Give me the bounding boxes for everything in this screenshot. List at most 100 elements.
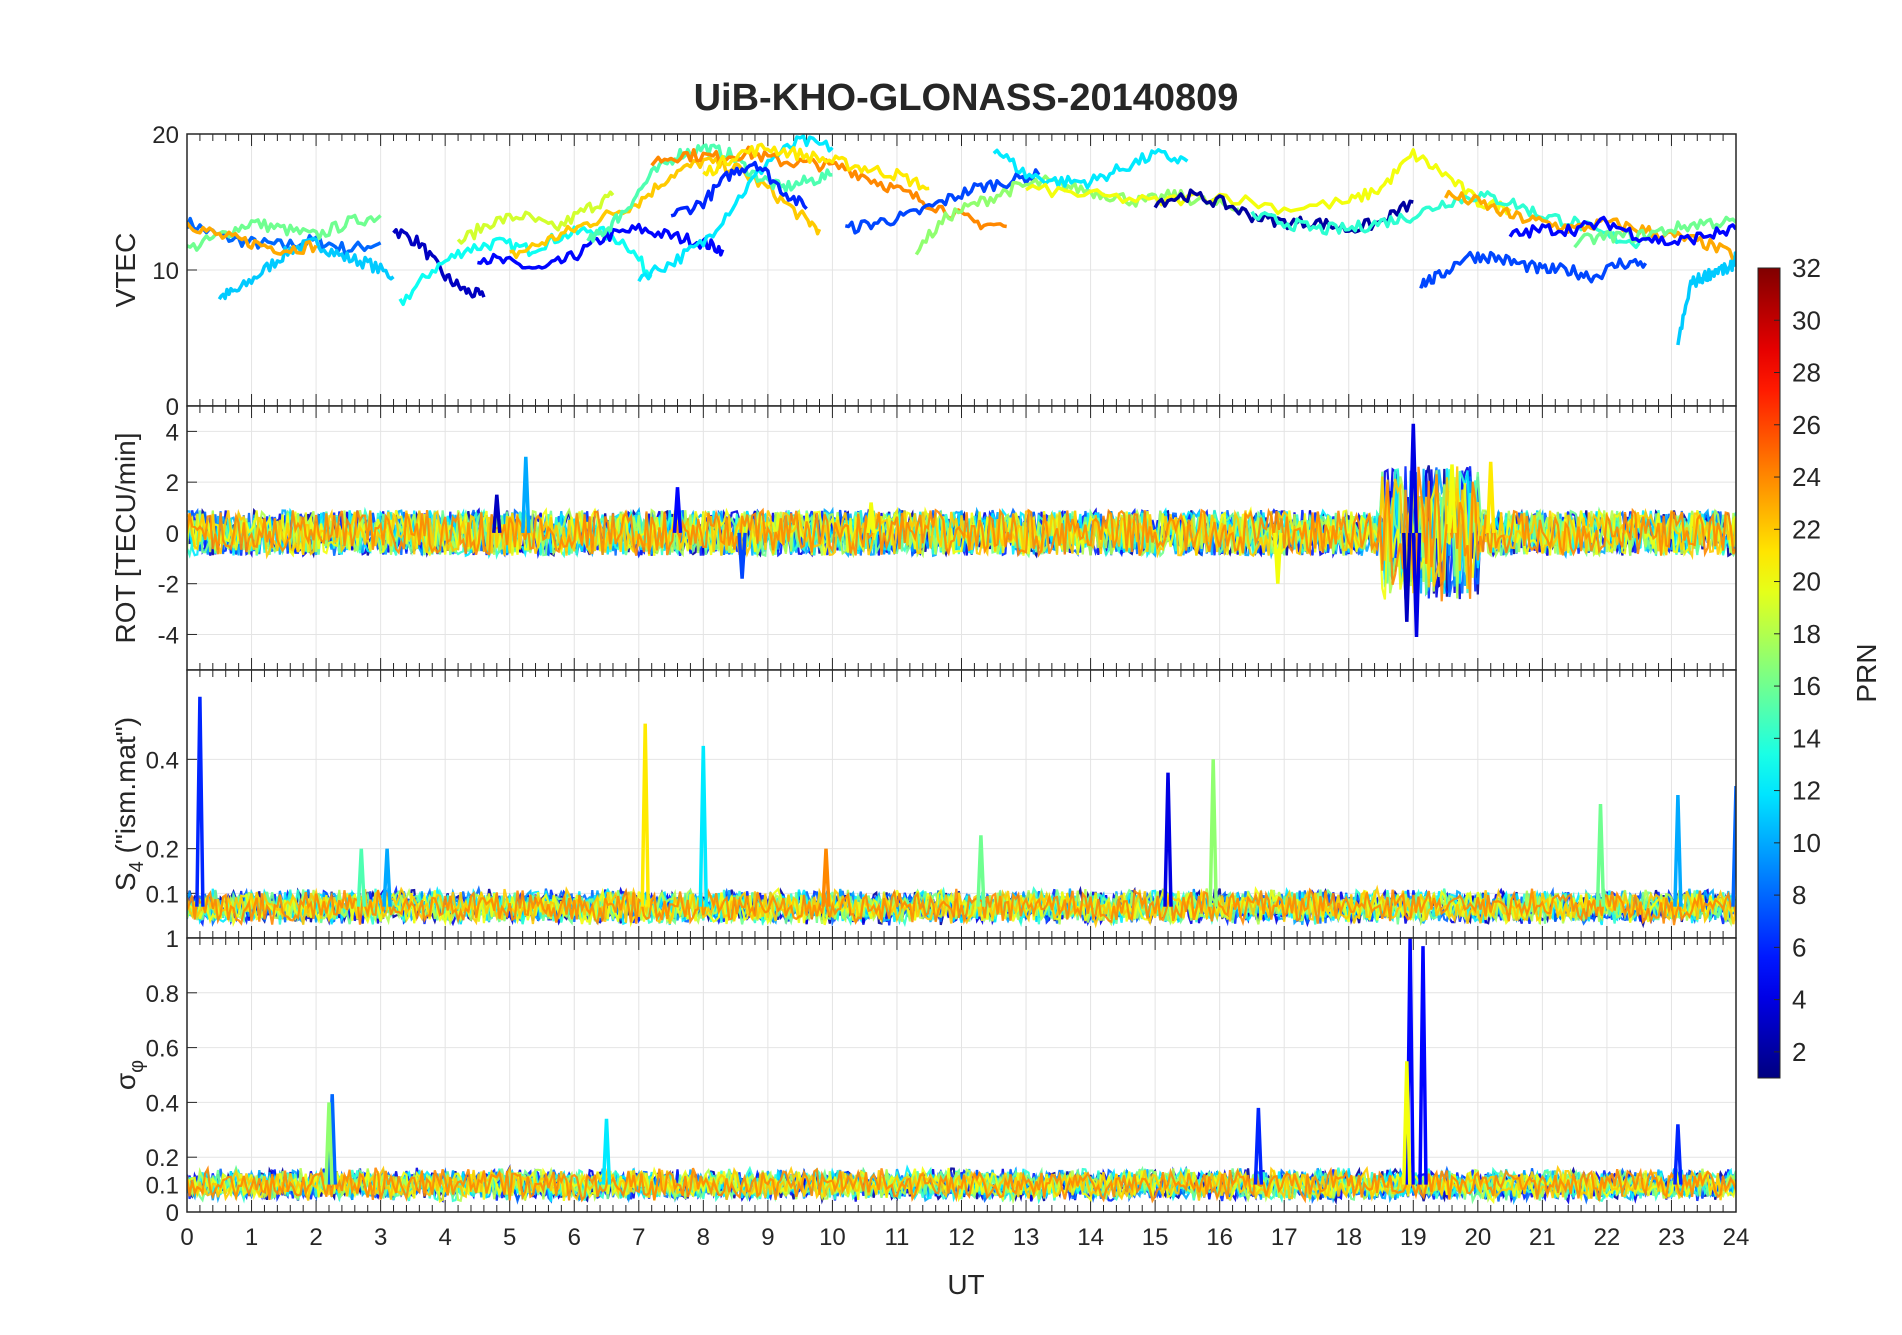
colorbar-tick-label: 18	[1792, 619, 1821, 649]
colorbar-tick-label: 2	[1792, 1037, 1806, 1067]
panel-4: 00.10.2 0.4 0.6 0.8 1 σφ	[110, 926, 1737, 1227]
vtec-track-prn-12	[992, 148, 1189, 190]
y-tick-label: 0.1	[146, 1173, 179, 1200]
spike-prn-4	[1408, 423, 1419, 533]
y-tick-label: 0	[166, 1200, 179, 1227]
x-tick-label: 7	[632, 1224, 645, 1251]
x-tick-label: 17	[1271, 1224, 1298, 1251]
y-tick-label: 10	[152, 258, 179, 285]
y-axis-label: ROT [TECU/min]	[110, 432, 141, 643]
y-tick-label: 0	[166, 394, 179, 421]
spike-prn-10	[1673, 795, 1683, 907]
spike-prn-15	[356, 848, 367, 907]
spike-prn-3	[492, 494, 502, 534]
spike-prn-5	[1418, 946, 1428, 1185]
series-group	[187, 696, 1736, 929]
vtec-track-prn-21	[702, 142, 930, 191]
spike-prn-17	[324, 1102, 334, 1185]
vtec-track-prn-15	[586, 143, 833, 243]
spike-prn-7	[737, 532, 747, 579]
y-tick-label: 0.2	[146, 837, 179, 864]
x-tick-label: 5	[503, 1224, 516, 1251]
x-tick-label: 22	[1594, 1224, 1621, 1251]
spike-prn-8	[1731, 786, 1736, 907]
x-tick-labels: 0 1 2 3 4 5 6 7 8 9 10 11 12 13 14 15 16 17 18 19 20 21 22 23 24	[180, 1224, 1749, 1251]
x-tick-label: 19	[1400, 1224, 1427, 1251]
x-tick-label: 23	[1658, 1224, 1685, 1251]
colorbar-tick-label: 16	[1792, 671, 1821, 701]
y-tick-label: 0.4	[146, 1090, 179, 1117]
noise-trace-prn-24	[187, 1165, 1736, 1204]
vtec-track-prn-22	[509, 156, 822, 260]
series-group	[187, 134, 1736, 346]
y-axis-label: σφ	[110, 1060, 148, 1090]
x-tick-label: 20	[1464, 1224, 1491, 1251]
spike-prn-20	[1447, 464, 1457, 533]
colorbar-label: PRN	[1851, 643, 1882, 702]
y-tick-label: 0.2	[146, 1145, 179, 1172]
x-tick-label: 12	[948, 1224, 975, 1251]
vtec-track-prn-13	[398, 225, 653, 307]
spike-prn-4	[1163, 772, 1173, 907]
vtec-track-prn-11	[217, 236, 395, 301]
colorbar-tick-label: 20	[1792, 567, 1821, 597]
spike-prn-20	[1273, 532, 1283, 584]
spike-prn-10	[382, 848, 392, 907]
vtec-track-prn-16	[1573, 215, 1736, 249]
spike-prn-21	[640, 723, 650, 907]
colorbar-tick-label: 10	[1792, 828, 1821, 858]
x-tick-label: 21	[1529, 1224, 1556, 1251]
vtec-track-prn-19	[456, 190, 615, 245]
spike-prn-6	[195, 696, 205, 907]
vtec-track-prn-23	[187, 221, 318, 256]
y-tick-label: 20	[152, 122, 179, 149]
colorbar-tick-label: 32	[1792, 253, 1821, 283]
vtec-track-prn-11	[1676, 251, 1736, 346]
y-tick-label: 0.1	[146, 881, 179, 908]
vtec-track-prn-7	[844, 168, 1041, 235]
vtec-track-prn-7	[1419, 250, 1648, 289]
colorbar-tick-label: 24	[1792, 462, 1821, 492]
x-tick-label: 6	[568, 1224, 581, 1251]
colorbar-tick-label: 12	[1792, 776, 1821, 806]
spike-prn-24	[821, 848, 831, 907]
spike-prn-16	[1595, 803, 1606, 907]
vtec-track-prn-12	[637, 134, 834, 283]
x-tick-label: 14	[1077, 1224, 1104, 1251]
spike-prn-21	[1485, 461, 1496, 533]
series-group	[187, 423, 1736, 638]
x-tick-label: 4	[438, 1224, 451, 1251]
chart-title: UiB-KHO-GLONASS-20140809	[694, 77, 1239, 119]
spike-prn-10	[521, 456, 531, 533]
y-tick-label: 4	[166, 419, 179, 446]
noise-trace-prn-24	[187, 887, 1736, 927]
noise-trace-prn-24	[187, 466, 1736, 602]
vtec-track-prn-20	[1025, 148, 1512, 216]
panel-2: -4 -2 0 2 4 ROT [TECU/min]	[110, 405, 1737, 671]
y-tick-label: 0	[166, 521, 179, 548]
x-tick-label: 9	[761, 1224, 774, 1251]
x-tick-label: 15	[1142, 1224, 1169, 1251]
y-tick-label: 1	[166, 926, 179, 953]
x-tick-label: 0	[180, 1224, 193, 1251]
spike-prn-20	[1402, 1061, 1412, 1185]
vtec-track-prn-6	[670, 160, 808, 218]
colorbar-tick-label: 22	[1792, 514, 1821, 544]
series-group	[187, 938, 1736, 1206]
colorbar-tick-label: 6	[1792, 932, 1806, 962]
spike-prn-16	[976, 835, 986, 907]
x-tick-label: 18	[1335, 1224, 1362, 1251]
x-tick-label: 11	[884, 1224, 909, 1251]
vtec-track-prn-3	[392, 228, 486, 299]
y-axis-label: S4 ("ism.mat")	[110, 717, 148, 891]
panel-1: 0 10 20 VTEC	[110, 122, 1737, 421]
y-tick-label: -2	[158, 572, 179, 599]
noise-trace-prn-18	[187, 887, 1736, 927]
spike-prn-12	[601, 1118, 612, 1185]
spike-prn-6	[1253, 1107, 1264, 1185]
spike-prn-17	[1208, 759, 1218, 907]
y-axis-label: VTEC	[110, 233, 141, 308]
